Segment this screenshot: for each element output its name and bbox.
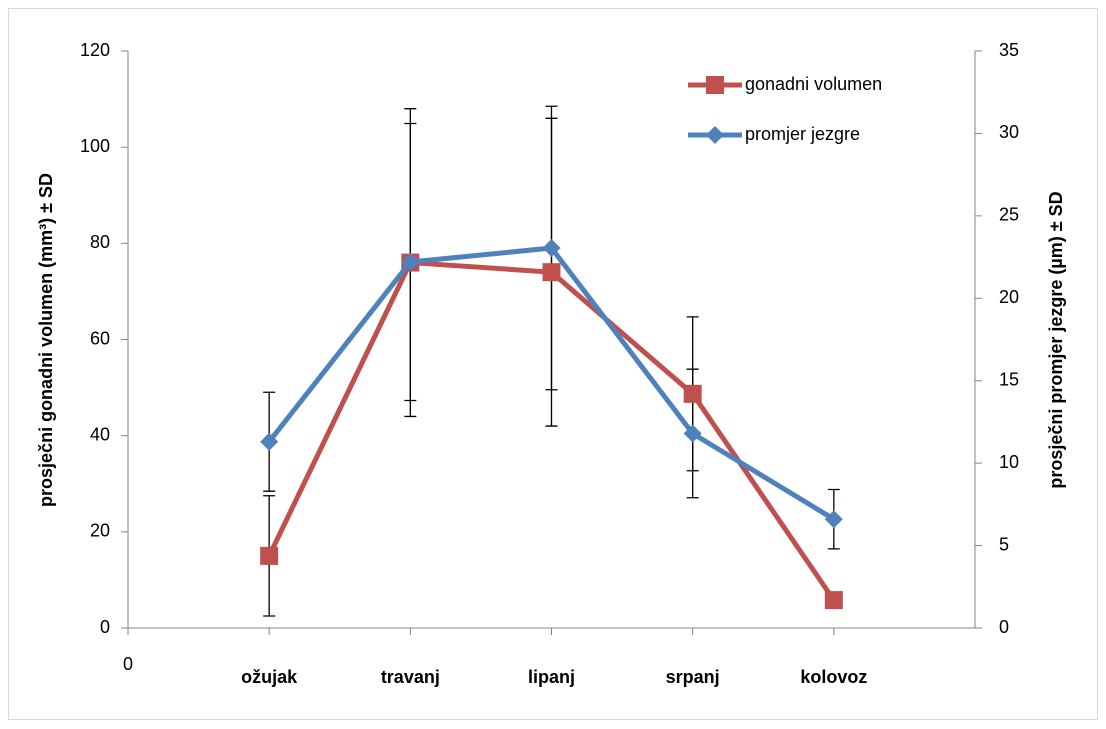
y-tick-label: 60 [90,328,110,348]
chart-border [8,8,1098,720]
y2-axis-label: prosječni promjer jezgre (µm) ± SD [1046,191,1066,488]
marker [824,591,843,610]
y2-tick-label: 35 [999,40,1019,60]
y2-tick-label: 0 [999,617,1009,637]
marker [683,424,702,443]
y2-tick-label: 30 [999,122,1019,142]
y2-tick-label: 15 [999,369,1019,389]
legend-marker [706,76,724,94]
marker [260,432,279,451]
y2-tick-label: 25 [999,205,1019,225]
legend-label: promjer jezgre [745,124,860,144]
y-axis-label: prosječni gonadni volumen (mm³) ± SD [36,173,56,507]
y2-tick-label: 10 [999,452,1019,472]
legend-marker [706,126,724,144]
marker [683,384,702,403]
y-tick-label: 20 [90,521,110,541]
y-tick-label: 0 [100,617,110,637]
y-tick-label: 80 [90,232,110,252]
y-tick-label: 120 [80,40,110,60]
x-tick-label: travanj [381,667,440,687]
y2-tick-label: 5 [999,534,1009,554]
marker [542,263,561,282]
y2-tick-label: 20 [999,287,1019,307]
marker [824,510,843,529]
marker [401,253,420,272]
x-tick-label: kolovoz [800,667,867,687]
x-tick-label: ožujak [241,667,298,687]
y-tick-label: 40 [90,424,110,444]
x-tick-label: 0 [123,654,133,674]
x-tick-label: lipanj [528,667,575,687]
marker [260,546,279,565]
y-tick-label: 100 [80,136,110,156]
legend-label: gonadni volumen [745,74,882,94]
marker [542,239,561,258]
x-tick-label: srpanj [666,667,720,687]
